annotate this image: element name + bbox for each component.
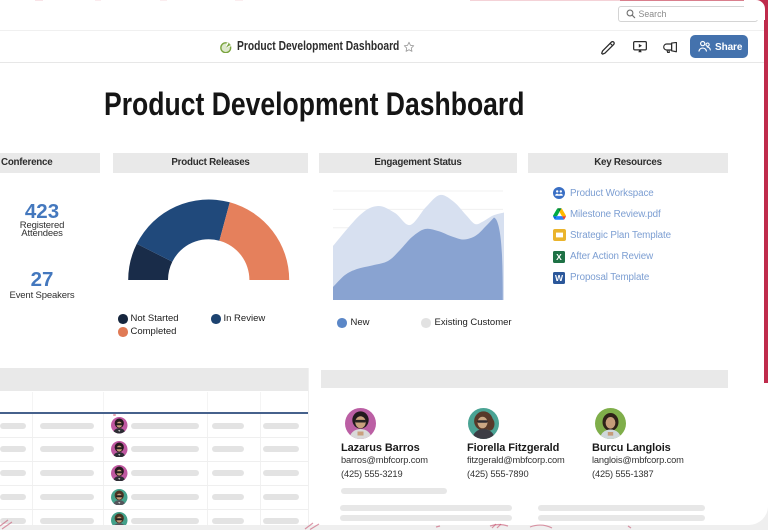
svg-text:W: W	[555, 273, 564, 283]
svg-text:X: X	[556, 252, 562, 262]
